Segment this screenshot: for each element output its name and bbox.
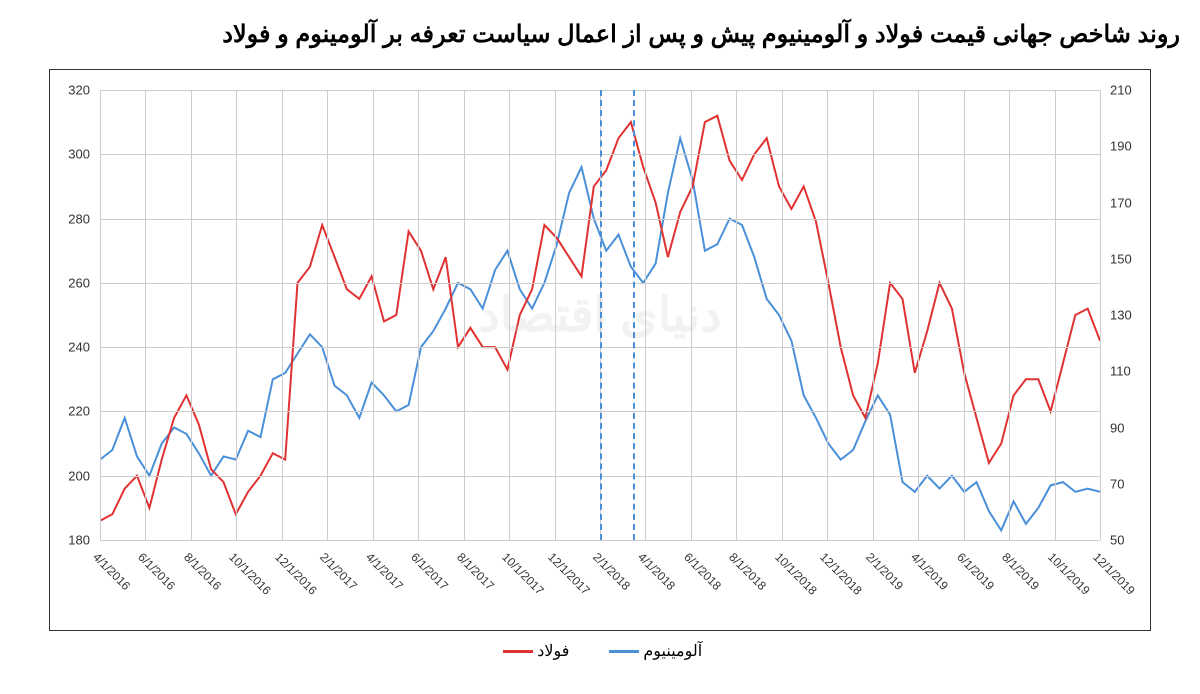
x-tick-label: 12/1/2019 — [1090, 550, 1138, 598]
y-axis-right: 507090110130150170190210 — [1105, 90, 1150, 540]
x-tick-label: 6/1/2017 — [408, 550, 451, 593]
grid-line-vertical — [918, 90, 919, 540]
grid-line-vertical — [1055, 90, 1056, 540]
x-tick-label: 8/1/2017 — [454, 550, 497, 593]
x-tick-label: 4/1/2018 — [636, 550, 679, 593]
legend-swatch-steel — [503, 650, 533, 653]
legend-label-aluminum: آلومینیوم — [643, 643, 702, 660]
y-tick-left: 280 — [68, 211, 90, 226]
y-tick-left: 200 — [68, 468, 90, 483]
grid-line-vertical — [736, 90, 737, 540]
tariff-event-line — [633, 90, 635, 540]
legend: آلومینیوم فولاد — [20, 641, 1180, 661]
plot-area: دنیای اقتصاد — [100, 90, 1100, 540]
grid-line-vertical — [509, 90, 510, 540]
x-axis: 4/1/20166/1/20168/1/201610/1/201612/1/20… — [100, 545, 1100, 630]
grid-line-vertical — [191, 90, 192, 540]
tariff-event-line — [600, 90, 602, 540]
grid-line-vertical — [236, 90, 237, 540]
y-tick-left: 320 — [68, 83, 90, 98]
x-tick-label: 4/1/2016 — [90, 550, 133, 593]
grid-line-vertical — [691, 90, 692, 540]
x-tick-label: 6/1/2016 — [136, 550, 179, 593]
grid-line-vertical — [873, 90, 874, 540]
y-tick-right: 170 — [1110, 195, 1132, 210]
x-tick-label: 10/1/2019 — [1045, 550, 1093, 598]
y-tick-right: 50 — [1110, 533, 1124, 548]
y-tick-left: 240 — [68, 340, 90, 355]
legend-item-aluminum: آلومینیوم — [604, 641, 702, 661]
grid-line-vertical — [100, 90, 101, 540]
grid-line-vertical — [827, 90, 828, 540]
grid-line-vertical — [373, 90, 374, 540]
grid-line-vertical — [645, 90, 646, 540]
y-tick-right: 90 — [1110, 420, 1124, 435]
legend-item-steel: فولاد — [498, 641, 570, 661]
grid-line-vertical — [464, 90, 465, 540]
y-tick-right: 110 — [1110, 364, 1131, 379]
chart-title: روند شاخص جهانی قیمت فولاد و آلومینیوم پ… — [20, 20, 1180, 49]
y-axis-left: 180200220240260280300320 — [50, 90, 95, 540]
grid-line-vertical — [418, 90, 419, 540]
grid-line-vertical — [1009, 90, 1010, 540]
x-tick-label: 8/1/2019 — [999, 550, 1042, 593]
x-tick-label: 2/1/2017 — [317, 550, 360, 593]
x-tick-label: 10/1/2016 — [226, 550, 274, 598]
grid-line-vertical — [327, 90, 328, 540]
y-tick-left: 260 — [68, 275, 90, 290]
grid-line-vertical — [145, 90, 146, 540]
y-tick-right: 70 — [1110, 476, 1124, 491]
x-tick-label: 10/1/2018 — [772, 550, 820, 598]
x-tick-label: 12/1/2016 — [272, 550, 320, 598]
x-tick-label: 4/1/2019 — [908, 550, 951, 593]
grid-line-vertical — [782, 90, 783, 540]
x-tick-label: 8/1/2016 — [181, 550, 224, 593]
x-tick-label: 6/1/2018 — [681, 550, 724, 593]
x-tick-label: 10/1/2017 — [499, 550, 547, 598]
y-tick-right: 210 — [1110, 83, 1132, 98]
grid-line-vertical — [555, 90, 556, 540]
x-tick-label: 12/1/2018 — [817, 550, 865, 598]
legend-label-steel: فولاد — [537, 643, 569, 660]
x-tick-label: 4/1/2017 — [363, 550, 406, 593]
y-tick-right: 190 — [1110, 139, 1132, 154]
grid-line-vertical — [964, 90, 965, 540]
chart-container: 180 200 220 240 260 280 300 320 50 70 90 110 130 150… — [49, 69, 1151, 631]
grid-line-horizontal — [100, 540, 1100, 541]
y-tick-left: 220 — [68, 404, 90, 419]
legend-swatch-aluminum — [609, 650, 639, 653]
y-tick-right: 130 — [1110, 308, 1132, 323]
y-tick-left: 180 — [68, 533, 90, 548]
x-tick-label: 6/1/2019 — [954, 550, 997, 593]
x-tick-label: 2/1/2018 — [590, 550, 633, 593]
x-tick-label: 2/1/2019 — [863, 550, 906, 593]
grid-line-vertical — [282, 90, 283, 540]
x-tick-label: 8/1/2018 — [726, 550, 769, 593]
y-tick-left: 300 — [68, 147, 90, 162]
grid-line-vertical — [1100, 90, 1101, 540]
y-tick-right: 150 — [1110, 251, 1132, 266]
x-tick-label: 12/1/2017 — [545, 550, 593, 598]
